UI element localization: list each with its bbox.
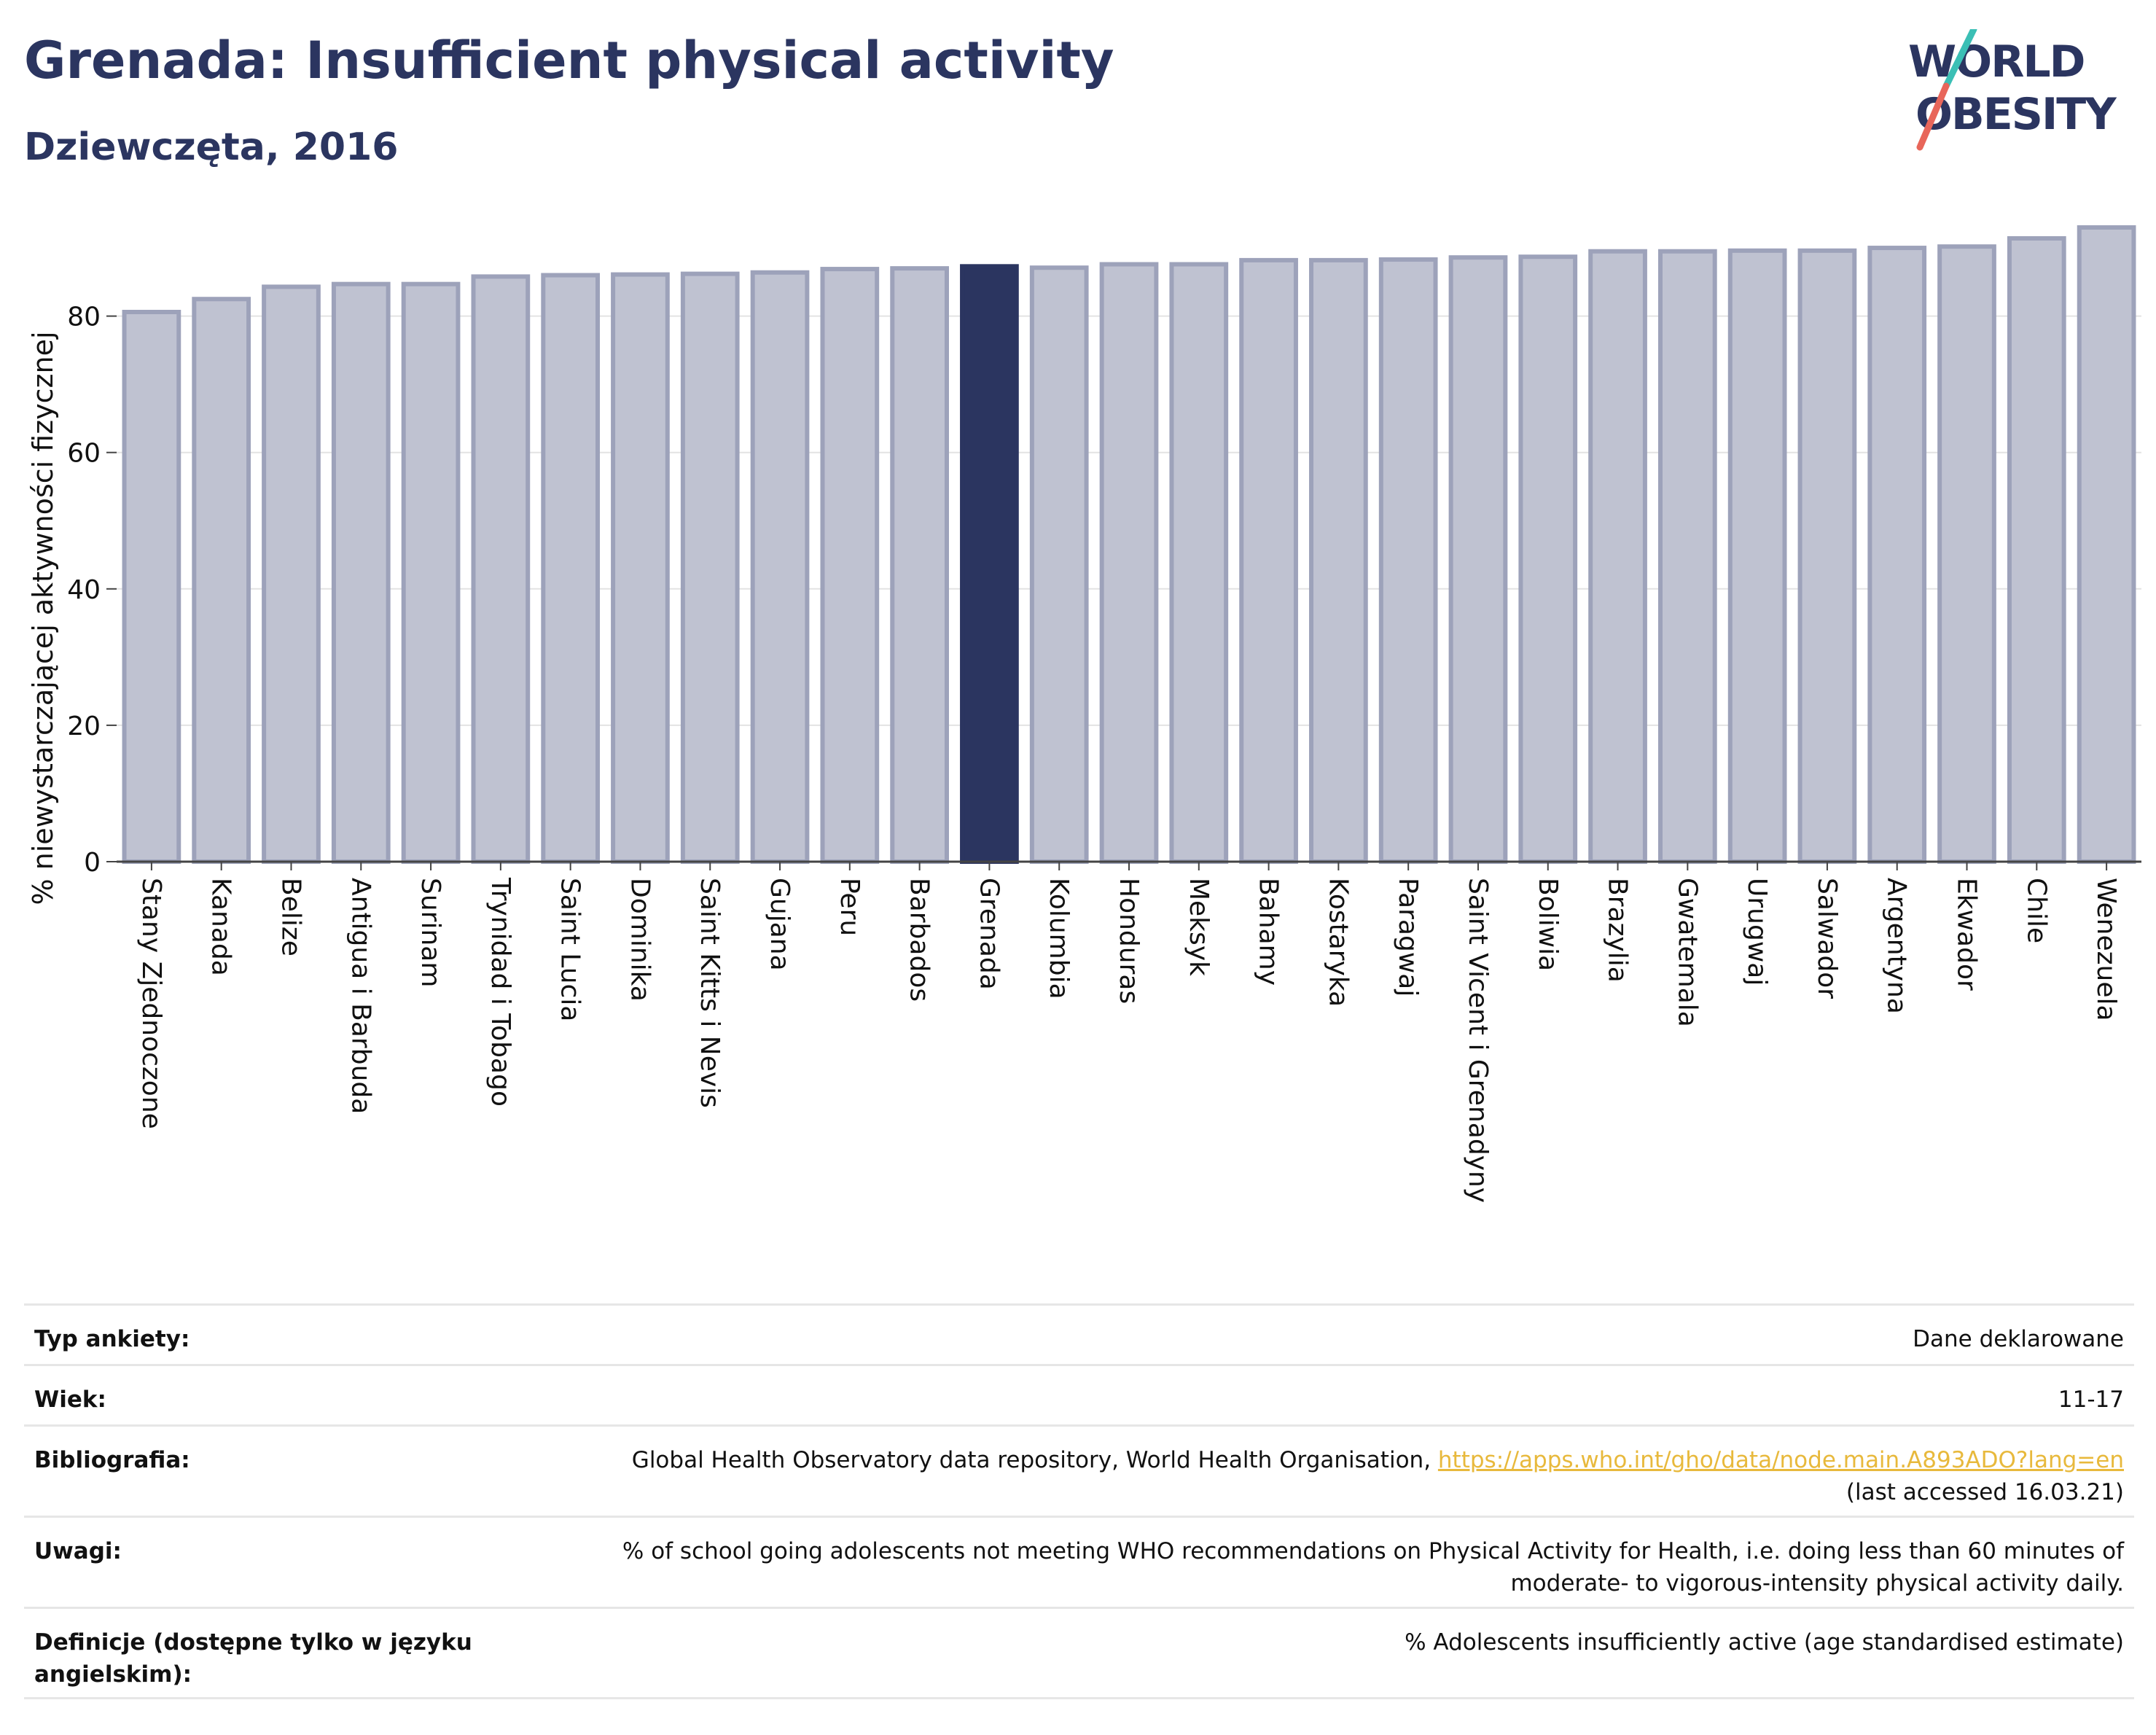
x-tick-label: Peru [835, 878, 864, 936]
bar [1239, 257, 1298, 865]
age-label: Wiek: [34, 1387, 106, 1413]
x-tick-label: Chile [2021, 878, 2051, 943]
x-tick-label: Saint Kitts i Nevis [695, 878, 724, 1108]
x-tick-label: Trynidad i Tobago [485, 877, 515, 1107]
age-value: 11-17 [2058, 1387, 2124, 1413]
bar [1657, 249, 1717, 864]
x-tick-label: Kolumbia [1044, 878, 1074, 999]
x-tick-label: Honduras [1114, 878, 1144, 1004]
survey-type-value: Dane deklarowane [1913, 1326, 2124, 1352]
meta-row-survey: Typ ankiety: Dane deklarowane [24, 1303, 2134, 1364]
bar [1309, 257, 1368, 865]
x-tick-label: Salwador [1812, 878, 1842, 999]
meta-row-age: Wiek: 11-17 [24, 1364, 2134, 1424]
bar-highlighted [960, 264, 1019, 864]
page-title: Grenada: Insufficient physical activity [24, 31, 1114, 90]
x-tick-label: Saint Lucia [555, 878, 585, 1021]
bar [1448, 255, 1508, 864]
y-tick-label: 80 [67, 303, 101, 332]
x-tick-label: Dominika [625, 878, 655, 1002]
bar [471, 274, 531, 864]
logo-slash-bottom [1916, 82, 1950, 151]
bibliography-label: Bibliografia: [34, 1447, 190, 1473]
survey-type-label: Typ ankiety: [34, 1326, 190, 1352]
x-tick-label: Saint Vicent i Grenadyny [1463, 878, 1493, 1203]
notes-label: Uwagi: [34, 1538, 122, 1564]
world-obesity-logo: WORLD OBESITY [1908, 29, 2119, 151]
x-tick-label: Argentyna [1882, 878, 1912, 1014]
bar [1588, 249, 1647, 864]
definitions-value: % Adolescents insufficiently active (age… [1405, 1629, 2124, 1656]
bibliography-text: Global Health Observatory data repositor… [631, 1447, 1438, 1473]
y-axis-label: % niewystarczającej aktywności fizycznej [27, 331, 59, 905]
meta-row-definitions: Definicje (dostępne tylko w języku angie… [24, 1607, 2134, 1699]
bar [541, 273, 601, 864]
bar [1867, 246, 1927, 864]
bar [122, 310, 181, 864]
bar [192, 297, 251, 864]
bar [262, 284, 321, 864]
x-tick-label: Belize [276, 878, 305, 956]
bar [331, 281, 391, 865]
bibliography-value: Global Health Observatory data repositor… [632, 1444, 2124, 1516]
logo-text-obesity: OBESITY [1915, 89, 2117, 140]
y-tick-label: 0 [84, 848, 101, 878]
x-tick-label: Grenada [974, 878, 1004, 990]
bibliography-link[interactable]: https://apps.who.int/gho/data/node.main.… [1437, 1447, 2124, 1473]
metadata-table: Typ ankiety: Dane deklarowane Wiek: 11-1… [24, 1303, 2134, 1699]
x-tick-label: Antigua i Barbuda [345, 878, 375, 1114]
x-tick-label: Kostaryka [1323, 878, 1353, 1007]
bar [611, 272, 670, 864]
x-tick-label: Kanada [206, 878, 236, 976]
x-tick-label: Brazylia [1603, 878, 1633, 983]
bar [680, 271, 740, 864]
y-tick-label: 40 [67, 575, 101, 605]
bar [820, 267, 880, 864]
notes-value: % of school going adolescents not meetin… [622, 1538, 2124, 1596]
bar [750, 270, 810, 864]
x-tick-label: Barbados [905, 878, 934, 1002]
bar [1727, 248, 1787, 864]
bar [1099, 262, 1159, 865]
bar [1378, 257, 1438, 865]
x-tick-label: Gujana [765, 878, 794, 971]
bar-chart: 0 20 40 60 80 Stany Zjednoczone Kanada Belize An… [27, 225, 2141, 1203]
logo-slash-top [1942, 29, 1977, 90]
definitions-label: Definicje (dostępne tylko w języku angie… [34, 1629, 472, 1688]
bibliography-accessed: (last accessed 16.03.21) [1846, 1479, 2124, 1505]
x-tick-label: Urugwaj [1742, 878, 1772, 986]
x-tick-label: Wenezuela [2091, 878, 2121, 1021]
bar [2077, 225, 2136, 864]
bar [1169, 262, 1229, 865]
x-tick-label: Boliwia [1533, 878, 1563, 971]
x-tick-label: Surinam [415, 878, 445, 987]
logo-text-world: WORLD [1908, 36, 2084, 87]
bar [2007, 235, 2066, 865]
x-tick-label: Ekwador [1952, 878, 1982, 991]
bar-layer [122, 225, 2136, 865]
bar [1797, 248, 1857, 864]
axis-layer: 0 20 40 60 80 Stany Zjednoczone Kanada Belize An… [67, 303, 2141, 1203]
x-tick-label: Gwatemala [1672, 878, 1702, 1027]
x-tick-label: Paragwaj [1393, 878, 1423, 997]
page-subtitle: Dziewczęta, 2016 [24, 125, 399, 169]
meta-row-bibliography: Bibliografia: Global Health Observatory … [24, 1424, 2134, 1516]
bar [1518, 254, 1578, 864]
meta-row-notes: Uwagi: % of school going adolescents not… [24, 1516, 2134, 1607]
x-tick-label: Bahamy [1254, 878, 1284, 986]
bar [401, 281, 461, 865]
bar [890, 266, 949, 864]
x-tick-label: Meksyk [1184, 878, 1214, 976]
bar [1937, 244, 1996, 864]
x-tick-label: Stany Zjednoczone [136, 878, 166, 1129]
bar [1029, 265, 1089, 864]
y-tick-label: 60 [67, 439, 101, 469]
y-tick-label: 20 [67, 711, 101, 741]
